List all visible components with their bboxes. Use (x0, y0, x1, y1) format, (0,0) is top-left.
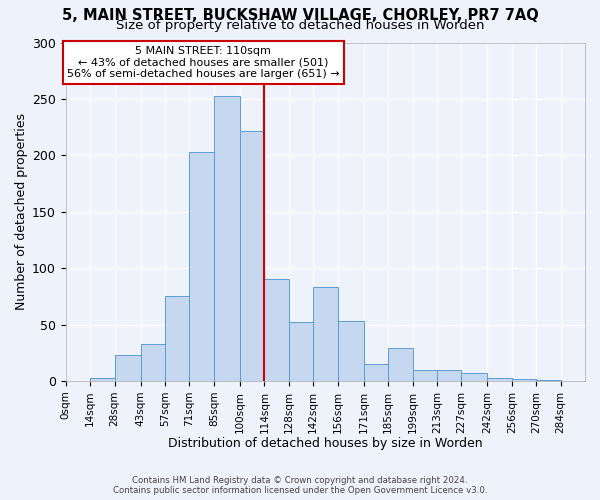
Bar (115, 355, 140, 381)
Bar (90, 378, 115, 381)
Bar (165, 296, 190, 381)
Bar (487, 378, 512, 381)
Bar (313, 288, 338, 381)
Bar (240, 130, 265, 381)
Bar (265, 280, 289, 381)
Bar (140, 344, 165, 381)
Bar (461, 373, 487, 381)
Bar (388, 348, 413, 381)
Bar (190, 152, 214, 381)
Bar (413, 370, 437, 381)
Text: 5, MAIN STREET, BUCKSHAW VILLAGE, CHORLEY, PR7 7AQ: 5, MAIN STREET, BUCKSHAW VILLAGE, CHORLE… (62, 8, 538, 22)
Text: Size of property relative to detached houses in Worden: Size of property relative to detached ho… (116, 18, 484, 32)
Bar (437, 370, 461, 381)
Text: 5 MAIN STREET: 110sqm
← 43% of detached houses are smaller (501)
56% of semi-det: 5 MAIN STREET: 110sqm ← 43% of detached … (67, 46, 340, 79)
Bar (214, 96, 240, 381)
Bar (512, 378, 536, 381)
Bar (338, 321, 364, 381)
Text: Contains HM Land Registry data © Crown copyright and database right 2024.
Contai: Contains HM Land Registry data © Crown c… (113, 476, 487, 495)
X-axis label: Distribution of detached houses by size in Worden: Distribution of detached houses by size … (168, 437, 482, 450)
Bar (364, 364, 388, 381)
Bar (536, 380, 560, 381)
Y-axis label: Number of detached properties: Number of detached properties (15, 113, 28, 310)
Bar (289, 322, 313, 381)
